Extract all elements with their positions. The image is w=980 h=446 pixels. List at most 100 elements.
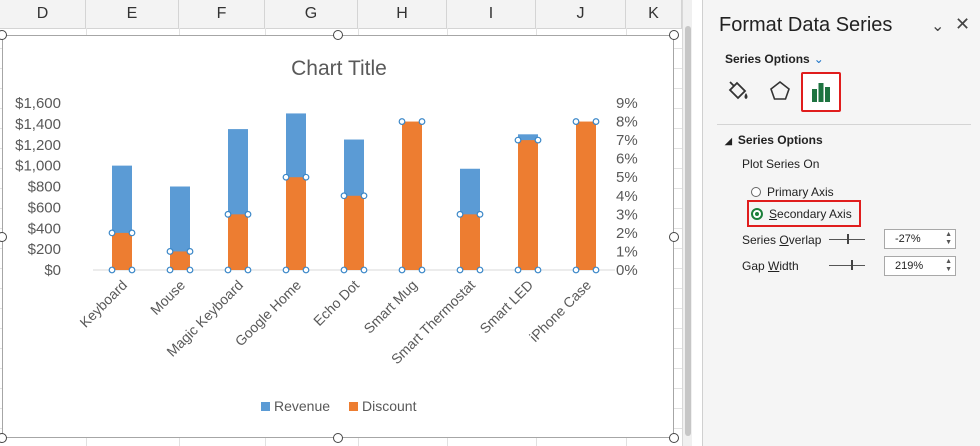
gap-width-label-b: idth (779, 259, 799, 273)
primary-axis-label: Primary Axis (767, 185, 834, 199)
secondary-axis-tick-label: 8% (616, 114, 638, 131)
discount-bar (460, 214, 480, 270)
selection-handle (244, 266, 252, 274)
spinner-arrows-icon[interactable]: ▲ ▼ (945, 258, 952, 273)
legend-label-revenue: Revenue (274, 398, 330, 414)
legend-label-discount: Discount (362, 398, 417, 414)
series-options-section-label: Series Options (737, 133, 823, 147)
primary-axis-tick-label: $400 (28, 220, 61, 237)
vertical-scrollbar[interactable] (682, 0, 692, 446)
column-header-i[interactable]: I (447, 0, 536, 28)
chart-resize-handle[interactable] (0, 433, 7, 443)
selection-handle (108, 229, 116, 237)
series-options-section-header[interactable]: ◢ Series Options (725, 133, 823, 147)
selection-handle (398, 118, 406, 125)
secondary-axis-tick-label: 1% (616, 243, 638, 260)
format-data-series-pane: Format Data Series ⌄ ✕ Series Options ⌄ ◢… (702, 0, 980, 446)
secondary-axis-tick-label: 3% (616, 206, 638, 223)
pentagon-icon (770, 80, 790, 100)
series-options-tab[interactable] (801, 72, 841, 112)
primary-axis-tick-label: $0 (44, 262, 61, 279)
gap-width-slider-thumb[interactable] (851, 260, 853, 270)
gap-width-access-key: W (768, 259, 780, 273)
selection-handle (418, 266, 426, 274)
selection-handle (456, 266, 464, 274)
column-header-k[interactable]: K (626, 0, 682, 28)
chart-object[interactable]: Chart Title $0 $200 $400 $600 $800 $1,000 $1,20… (2, 35, 674, 438)
secondary-axis-tick-label: 7% (616, 132, 638, 149)
secondary-axis-option[interactable]: Secondary Axis (751, 207, 852, 221)
legend-swatch-revenue (261, 402, 270, 411)
series-overlap-slider-thumb[interactable] (847, 234, 849, 244)
chevron-down-icon: ⌄ (813, 52, 824, 66)
chart-resize-handle[interactable] (333, 30, 343, 40)
discount-bar (286, 177, 306, 270)
chart-resize-handle[interactable] (0, 231, 7, 242)
chart-svg[interactable]: Chart Title $0 $200 $400 $600 $800 $1,000 $1,20… (3, 36, 675, 439)
chart-resize-handle[interactable] (333, 433, 343, 443)
column-header-e[interactable]: E (86, 0, 179, 28)
fill-line-tab[interactable] (721, 74, 755, 108)
primary-axis-tick-label: $1,600 (15, 95, 61, 112)
column-header-d[interactable]: D (0, 0, 86, 28)
selection-handle (128, 266, 136, 274)
selection-handle (166, 248, 174, 255)
secondary-axis-radio[interactable] (751, 208, 763, 220)
selection-handle (476, 210, 484, 218)
revenue-bar (170, 186, 190, 270)
series-options-dropdown[interactable]: Series Options ⌄ (725, 52, 824, 66)
series-options-dropdown-label: Series Options (725, 52, 810, 66)
spinner-arrows-icon[interactable]: ▲ ▼ (945, 231, 952, 246)
chart-resize-handle[interactable] (669, 433, 679, 443)
selection-handle (592, 118, 600, 125)
series-overlap-label-a: Series (742, 233, 780, 247)
selection-handle (302, 173, 310, 181)
primary-axis-radio[interactable] (751, 187, 761, 197)
column-header-f[interactable]: F (179, 0, 265, 28)
secondary-axis-access-key: S (769, 207, 778, 221)
selection-handle (514, 136, 522, 144)
selection-handle (128, 229, 136, 237)
selection-handle (108, 266, 116, 274)
close-icon[interactable]: ✕ (955, 14, 971, 34)
series-overlap-value: -27% (895, 233, 921, 245)
selection-handle (456, 210, 464, 218)
chart-resize-handle[interactable] (0, 30, 7, 40)
selection-handle (572, 118, 580, 125)
primary-axis-tick-label: $800 (28, 179, 61, 196)
series-overlap-access-key: O (779, 233, 789, 247)
selection-handle (186, 248, 194, 255)
chart-resize-handle[interactable] (669, 231, 679, 242)
selection-handle (186, 266, 194, 274)
series-overlap-input[interactable]: -27% ▲ ▼ (884, 229, 956, 249)
primary-axis-tick-label: $600 (28, 199, 61, 216)
category-label: Mouse (147, 277, 188, 318)
column-header-j[interactable]: J (536, 0, 626, 28)
selection-handle (418, 118, 426, 125)
discount-bar (518, 140, 538, 270)
category-label: Echo Dot (310, 277, 362, 329)
selection-handle (534, 266, 542, 274)
selection-handle (282, 173, 290, 181)
triangle-down-icon: ◢ (725, 136, 732, 146)
chart-resize-handle[interactable] (669, 30, 679, 40)
gap-width-input[interactable]: 219% ▲ ▼ (884, 256, 956, 276)
column-header-h[interactable]: H (358, 0, 447, 28)
column-header-g[interactable]: G (265, 0, 358, 28)
discount-bar (228, 214, 248, 270)
pane-title: Format Data Series (719, 14, 893, 36)
series-overlap-label: Series Overlap (742, 233, 821, 247)
effects-tab[interactable] (763, 74, 797, 108)
category-label: Smart Mug (360, 277, 420, 337)
scrollbar-thumb[interactable] (685, 26, 691, 436)
selection-handle (360, 192, 368, 200)
chevron-down-icon[interactable]: ⌄ (931, 18, 945, 35)
primary-axis-tick-label: $1,400 (15, 116, 61, 133)
secondary-axis-tick-label: 0% (616, 262, 638, 279)
primary-axis-tick-label: $1,000 (15, 158, 61, 175)
gap-width-slider[interactable] (829, 265, 865, 266)
secondary-axis-tick-label: 2% (616, 225, 638, 242)
primary-axis-option[interactable]: Primary Axis (751, 185, 834, 199)
discount-bar (402, 121, 422, 270)
